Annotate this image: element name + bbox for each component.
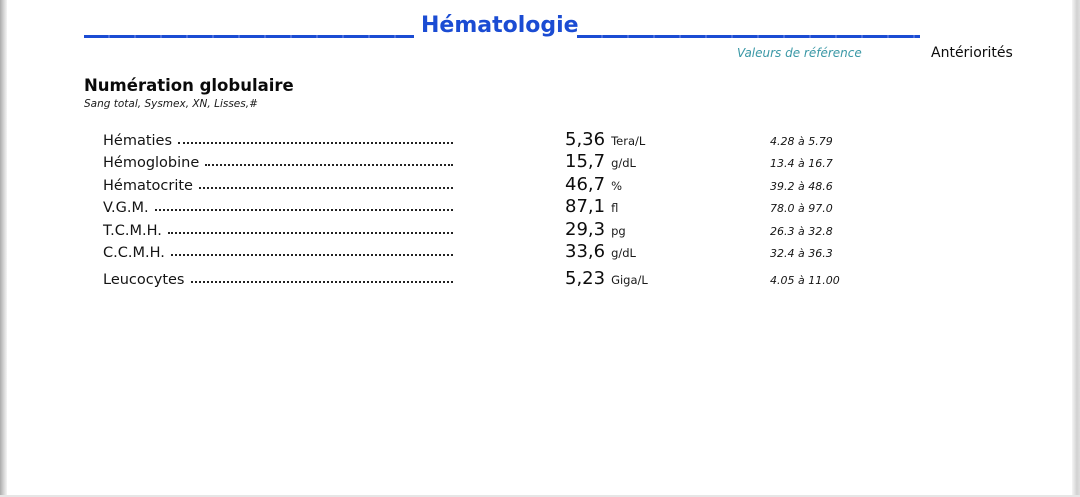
result-label-cell: C.C.M.H. — [103, 245, 455, 261]
result-row: Hémoglobine 15,7 g/dL 13.4 à 16.7 — [0, 151, 1080, 173]
subsection-title: Numération globulaire — [84, 76, 294, 95]
result-label: Hématies — [103, 133, 173, 149]
result-value: 15,7 — [565, 151, 606, 173]
section-title: Hématologie — [421, 13, 579, 38]
result-reference-range: 26.3 à 32.8 — [770, 224, 833, 238]
result-label-cell: Hématies — [103, 133, 455, 149]
result-reference-range: 13.4 à 16.7 — [770, 157, 833, 171]
result-reference-range: 4.05 à 11.00 — [770, 274, 840, 288]
page-edge-right-shading — [1072, 0, 1080, 497]
result-unit: Tera/L — [611, 134, 646, 148]
result-reference-range: 39.2 à 48.6 — [770, 179, 833, 193]
subsection-method-subtitle: Sang total, Sysmex, XN, Lisses,# — [84, 98, 258, 110]
result-value-cell: 5,23 Giga/L — [565, 268, 770, 289]
results-table: Hématies 5,36 Tera/L 4.28 à 5.79 Hémoglo… — [0, 129, 1080, 291]
result-reference-range: 78.0 à 97.0 — [770, 202, 833, 216]
anteriorites-column-header: Antériorités — [931, 45, 1013, 61]
result-label-cell: T.C.M.H. — [103, 223, 455, 239]
result-label: C.C.M.H. — [103, 244, 165, 261]
dot-leader — [167, 231, 453, 234]
result-value: 5,36 — [565, 129, 606, 150]
result-value: 33,6 — [565, 240, 606, 262]
result-unit: pg — [611, 223, 626, 238]
result-unit: Giga/L — [611, 273, 648, 288]
dot-leader — [205, 164, 453, 167]
result-value-cell: 33,6 g/dL — [565, 241, 770, 262]
result-value-cell: 15,7 g/dL — [565, 151, 770, 172]
result-row: Leucocytes 5,23 Giga/L 4.05 à 11.00 — [0, 268, 1080, 290]
result-unit: g/dL — [611, 156, 636, 171]
result-label-cell: Hémoglobine — [103, 155, 455, 171]
result-value: 46,7 — [565, 173, 606, 195]
header-rule-right — [577, 35, 920, 38]
result-value-cell: 46,7 % — [565, 174, 770, 195]
result-label-cell: Leucocytes — [103, 272, 455, 288]
result-value-cell: 29,3 pg — [565, 219, 770, 240]
result-row: T.C.M.H. 29,3 pg 26.3 à 32.8 — [0, 219, 1080, 241]
result-unit: fl — [611, 201, 619, 216]
result-label: T.C.M.H. — [103, 222, 162, 239]
dot-leader — [170, 253, 453, 256]
result-unit: % — [611, 178, 623, 193]
result-value: 87,1 — [565, 196, 606, 218]
result-reference-range: 32.4 à 36.3 — [770, 246, 833, 260]
dot-leader — [190, 281, 453, 284]
page-edge-bottom-line — [0, 495, 1080, 497]
result-row: C.C.M.H. 33,6 g/dL 32.4 à 36.3 — [0, 241, 1080, 263]
result-value: 5,23 — [565, 268, 606, 290]
dot-leader — [154, 209, 453, 212]
header-rule-left — [84, 35, 414, 38]
result-row: Hématocrite 46,7 % 39.2 à 48.6 — [0, 174, 1080, 196]
result-label-cell: Hématocrite — [103, 178, 455, 194]
page-edge-left-shading — [0, 0, 7, 497]
dot-leader — [198, 186, 453, 189]
reference-column-header: Valeurs de référence — [737, 46, 862, 60]
result-row: Hématies 5,36 Tera/L 4.28 à 5.79 — [0, 129, 1080, 151]
result-row: V.G.M. 87,1 fl 78.0 à 97.0 — [0, 196, 1080, 218]
result-label: V.G.M. — [103, 200, 149, 217]
result-label: Hémoglobine — [103, 155, 200, 172]
result-value: 29,3 — [565, 218, 606, 240]
result-value-cell: 87,1 fl — [565, 196, 770, 217]
result-value-cell: 5,36 Tera/L — [565, 129, 770, 150]
result-label: Leucocytes — [103, 272, 185, 289]
result-label-cell: V.G.M. — [103, 200, 455, 216]
result-reference-range: 4.28 à 5.79 — [770, 135, 833, 148]
result-label: Hématocrite — [103, 177, 193, 194]
dot-leader — [178, 142, 453, 144]
result-unit: g/dL — [611, 245, 636, 260]
